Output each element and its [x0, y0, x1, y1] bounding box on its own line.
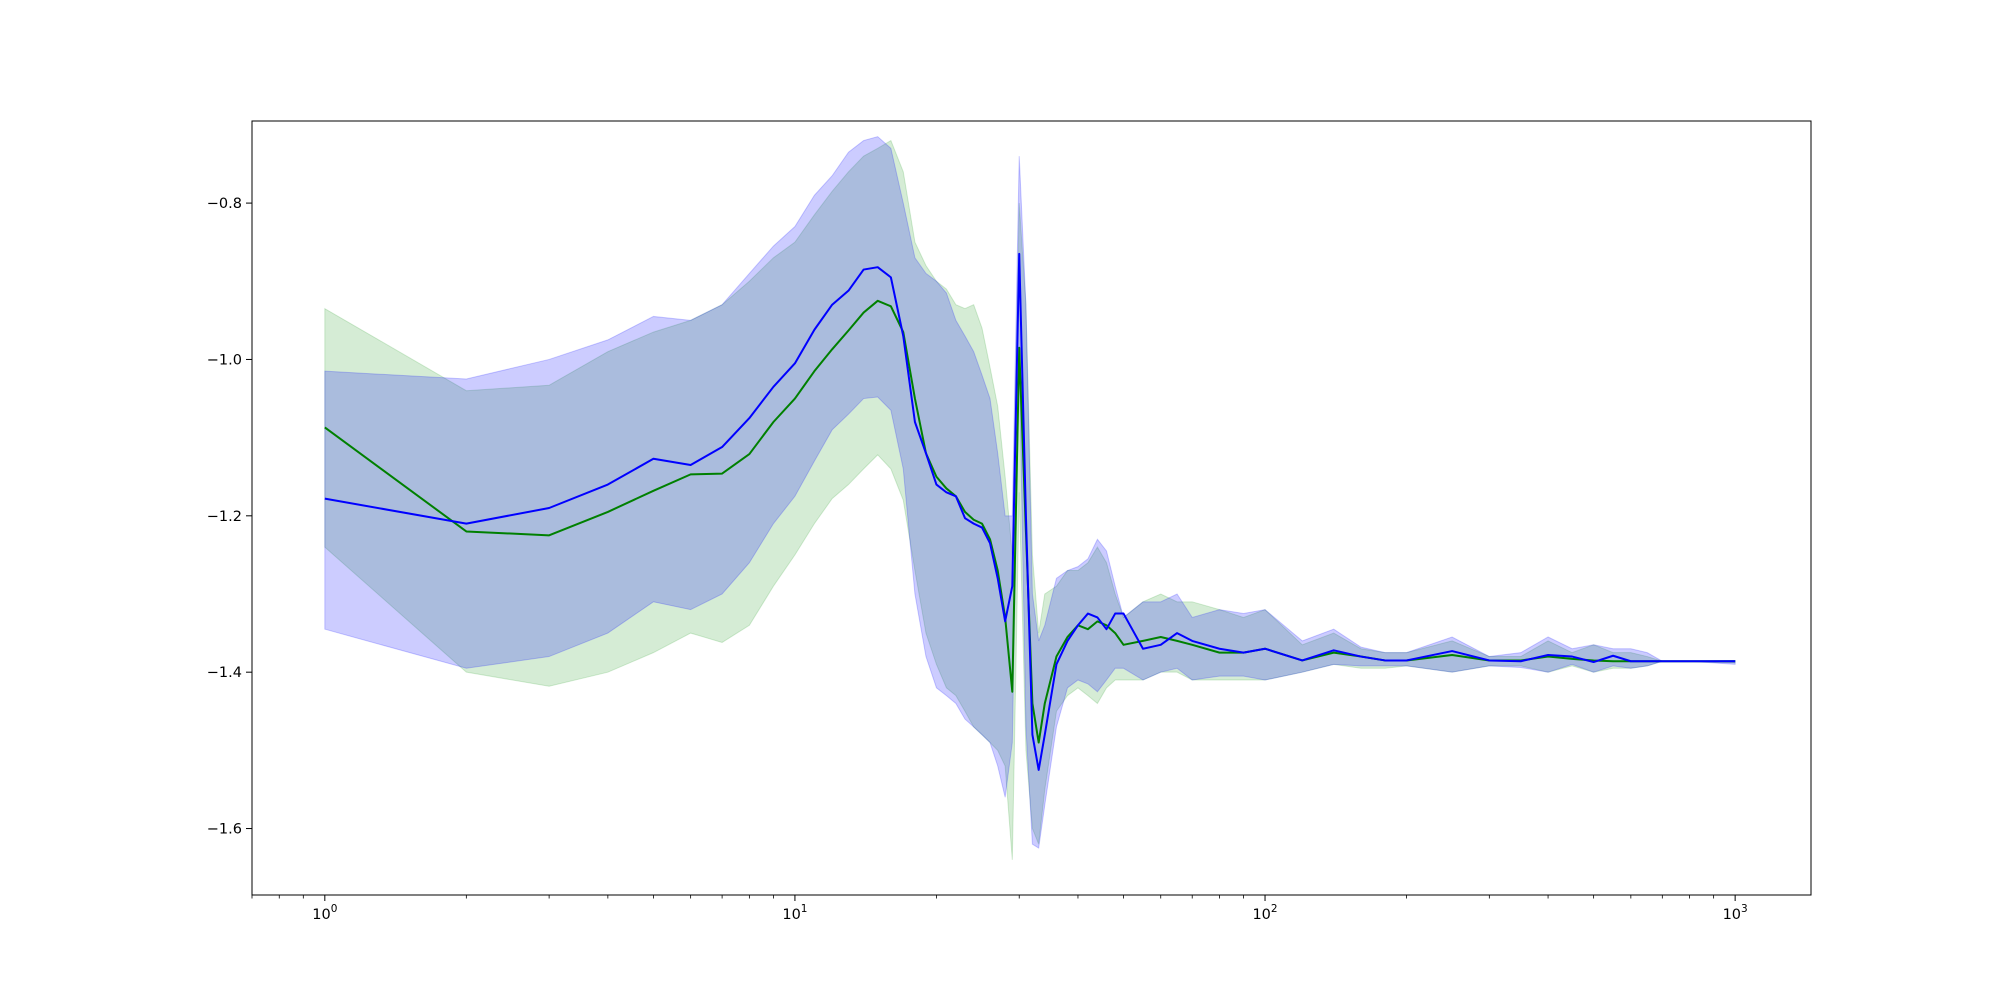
- series-1-line: [324, 252, 1736, 771]
- x-tick-label-base: 10: [782, 907, 800, 923]
- x-axis: 100 101 102 103: [251, 895, 1748, 923]
- x-tick-label-2: 102: [1252, 903, 1277, 923]
- x-tick-label-exponent: 0: [331, 903, 338, 915]
- x-tick-label-1: 101: [782, 903, 807, 923]
- x-tick-label-base: 10: [1723, 907, 1741, 923]
- y-tick-label-0: −0.8: [207, 196, 242, 212]
- series-0-line: [324, 299, 1736, 744]
- y-tick-label-4: −1.6: [207, 822, 242, 838]
- x-tick-label-base: 10: [1252, 907, 1270, 923]
- plot-frame: [251, 120, 1812, 896]
- y-tick-label-3: −1.4: [207, 665, 242, 681]
- x-tick-label-exponent: 3: [1741, 903, 1748, 915]
- x-tick-label-0: 100: [312, 903, 337, 923]
- x-tick-label-3: 103: [1723, 903, 1748, 923]
- series-lines: [324, 252, 1736, 771]
- confidence-bands: [324, 136, 1736, 860]
- x-tick-label-exponent: 1: [801, 903, 808, 915]
- series-0-band: [324, 139, 1736, 860]
- y-tick-label-2: −1.2: [207, 509, 242, 525]
- y-tick-label-1: −1.0: [207, 352, 242, 368]
- x-tick-label-base: 10: [312, 907, 330, 923]
- series-1-band: [324, 136, 1736, 849]
- x-tick-label-exponent: 2: [1271, 903, 1278, 915]
- y-axis: −0.8 −1.0 −1.2 −1.4 −1.6: [207, 196, 252, 838]
